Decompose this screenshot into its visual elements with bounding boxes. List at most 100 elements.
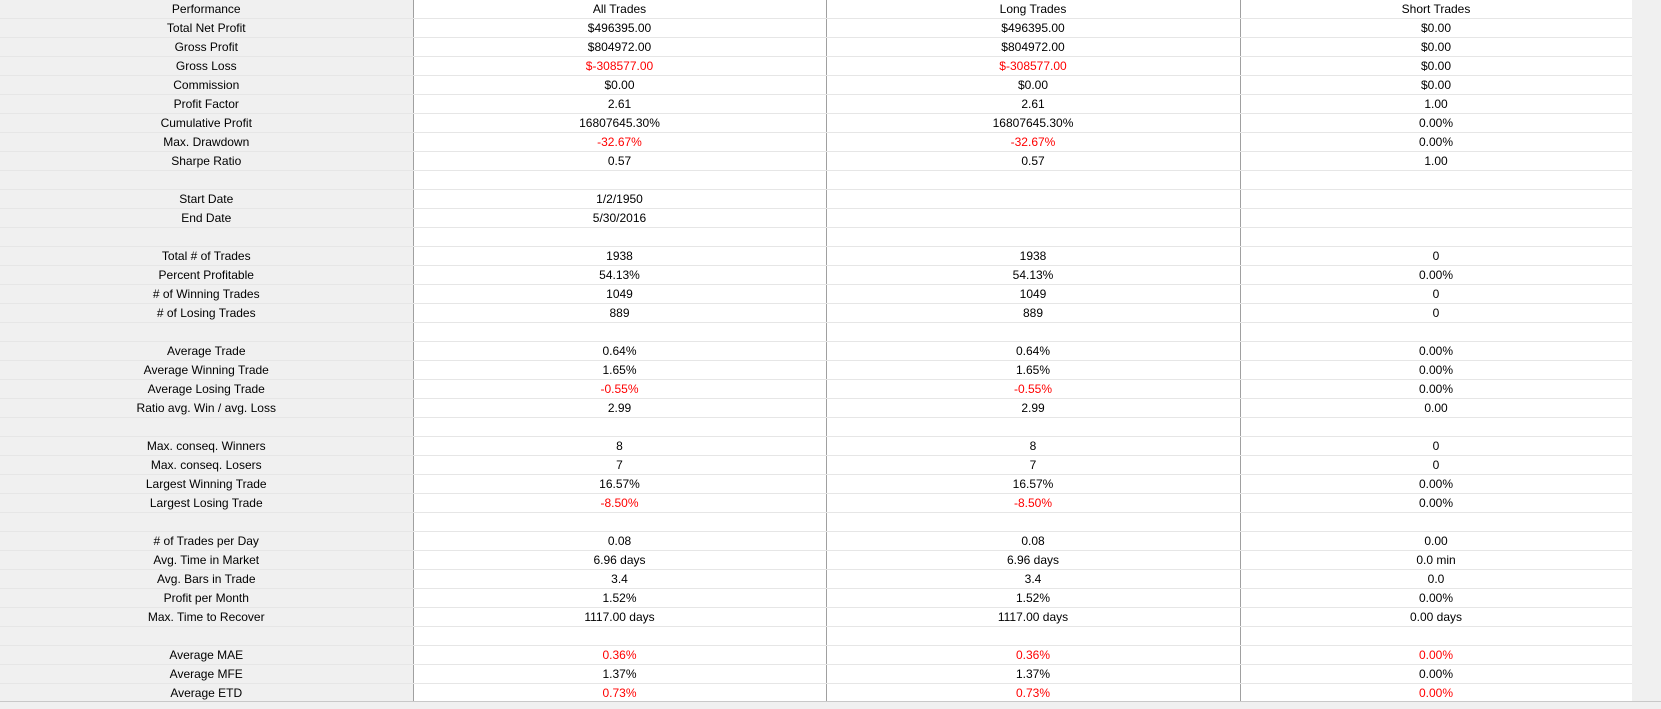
short-trades-value: 1.00 bbox=[1240, 151, 1633, 171]
metric-label: Total Net Profit bbox=[0, 18, 414, 38]
short-trades-value: 0 bbox=[1240, 436, 1633, 456]
all-trades-value: 1049 bbox=[413, 284, 827, 304]
performance-grid[interactable]: Performance All Trades Long Trades Short… bbox=[0, 0, 1633, 703]
table-row[interactable]: Average ETD 0.73% 0.73% 0.00% bbox=[0, 683, 1633, 703]
table-row[interactable]: Profit per Month 1.52% 1.52% 0.00% bbox=[0, 588, 1633, 608]
metric-label: Cumulative Profit bbox=[0, 113, 414, 133]
table-row[interactable]: Average MFE 1.37% 1.37% 0.00% bbox=[0, 664, 1633, 684]
all-trades-value: 1/2/1950 bbox=[413, 189, 827, 209]
short-trades-value: 0.00% bbox=[1240, 341, 1633, 361]
table-row[interactable]: Average Trade 0.64% 0.64% 0.00% bbox=[0, 341, 1633, 361]
separator-row[interactable] bbox=[0, 512, 1633, 532]
table-row[interactable]: # of Losing Trades 889 889 0 bbox=[0, 303, 1633, 323]
metric-label bbox=[0, 322, 414, 342]
table-row[interactable]: Average Losing Trade -0.55% -0.55% 0.00% bbox=[0, 379, 1633, 399]
column-header-performance[interactable]: Performance bbox=[0, 0, 414, 19]
all-trades-value: $804972.00 bbox=[413, 37, 827, 57]
table-row[interactable]: End Date 5/30/2016 bbox=[0, 208, 1633, 228]
table-row[interactable]: Start Date 1/2/1950 bbox=[0, 189, 1633, 209]
separator-row[interactable] bbox=[0, 417, 1633, 437]
table-row[interactable]: Gross Profit $804972.00 $804972.00 $0.00 bbox=[0, 37, 1633, 57]
table-row[interactable]: Percent Profitable 54.13% 54.13% 0.00% bbox=[0, 265, 1633, 285]
table-row[interactable]: Avg. Time in Market 6.96 days 6.96 days 0.0… bbox=[0, 550, 1633, 570]
all-trades-value bbox=[413, 417, 827, 437]
long-trades-value: 1.37% bbox=[826, 664, 1241, 684]
all-trades-value: 0.57 bbox=[413, 151, 827, 171]
short-trades-value bbox=[1240, 208, 1633, 228]
all-trades-value bbox=[413, 227, 827, 247]
long-trades-value: 7 bbox=[826, 455, 1241, 475]
separator-row[interactable] bbox=[0, 626, 1633, 646]
metric-label: Gross Loss bbox=[0, 56, 414, 76]
long-trades-value: $-308577.00 bbox=[826, 56, 1241, 76]
long-trades-value: 0.64% bbox=[826, 341, 1241, 361]
short-trades-value: $0.00 bbox=[1240, 18, 1633, 38]
short-trades-value: 0.00% bbox=[1240, 265, 1633, 285]
all-trades-value: 5/30/2016 bbox=[413, 208, 827, 228]
metric-label bbox=[0, 170, 414, 190]
short-trades-value bbox=[1240, 227, 1633, 247]
all-trades-value: 1938 bbox=[413, 246, 827, 266]
short-trades-value: 0 bbox=[1240, 246, 1633, 266]
metric-label: Average MFE bbox=[0, 664, 414, 684]
long-trades-value: 54.13% bbox=[826, 265, 1241, 285]
table-row[interactable]: Avg. Bars in Trade 3.4 3.4 0.0 bbox=[0, 569, 1633, 589]
metric-label: Average MAE bbox=[0, 645, 414, 665]
long-trades-value: -8.50% bbox=[826, 493, 1241, 513]
column-header-short-trades[interactable]: Short Trades bbox=[1240, 0, 1633, 19]
long-trades-value: 0.36% bbox=[826, 645, 1241, 665]
separator-row[interactable] bbox=[0, 170, 1633, 190]
long-trades-value: 889 bbox=[826, 303, 1241, 323]
table-row[interactable]: Average Winning Trade 1.65% 1.65% 0.00% bbox=[0, 360, 1633, 380]
table-row[interactable]: Commission $0.00 $0.00 $0.00 bbox=[0, 75, 1633, 95]
all-trades-value bbox=[413, 512, 827, 532]
long-trades-value: 2.61 bbox=[826, 94, 1241, 114]
separator-row[interactable] bbox=[0, 322, 1633, 342]
table-row[interactable]: Max. conseq. Winners 8 8 0 bbox=[0, 436, 1633, 456]
table-row[interactable]: Total # of Trades 1938 1938 0 bbox=[0, 246, 1633, 266]
long-trades-value bbox=[826, 512, 1241, 532]
metric-label: Max. conseq. Winners bbox=[0, 436, 414, 456]
table-row[interactable]: Profit Factor 2.61 2.61 1.00 bbox=[0, 94, 1633, 114]
table-row[interactable]: Average MAE 0.36% 0.36% 0.00% bbox=[0, 645, 1633, 665]
table-row[interactable]: Max. conseq. Losers 7 7 0 bbox=[0, 455, 1633, 475]
metric-label: Start Date bbox=[0, 189, 414, 209]
short-trades-value bbox=[1240, 417, 1633, 437]
metric-label: Max. Drawdown bbox=[0, 132, 414, 152]
short-trades-value: 0.00% bbox=[1240, 132, 1633, 152]
table-row[interactable]: Gross Loss $-308577.00 $-308577.00 $0.00 bbox=[0, 56, 1633, 76]
table-row[interactable]: Max. Time to Recover 1117.00 days 1117.00 … bbox=[0, 607, 1633, 627]
all-trades-value: 1.37% bbox=[413, 664, 827, 684]
table-row[interactable]: # of Winning Trades 1049 1049 0 bbox=[0, 284, 1633, 304]
metric-label: Average ETD bbox=[0, 683, 414, 703]
short-trades-value bbox=[1240, 626, 1633, 646]
metric-label: Ratio avg. Win / avg. Loss bbox=[0, 398, 414, 418]
separator-row[interactable] bbox=[0, 227, 1633, 247]
table-row[interactable]: Largest Losing Trade -8.50% -8.50% 0.00% bbox=[0, 493, 1633, 513]
all-trades-value: 0.64% bbox=[413, 341, 827, 361]
short-trades-value: 0.0 min bbox=[1240, 550, 1633, 570]
horizontal-scrollbar[interactable] bbox=[0, 701, 1661, 709]
all-trades-value: 3.4 bbox=[413, 569, 827, 589]
table-row[interactable]: # of Trades per Day 0.08 0.08 0.00 bbox=[0, 531, 1633, 551]
long-trades-value: 1.52% bbox=[826, 588, 1241, 608]
table-row[interactable]: Ratio avg. Win / avg. Loss 2.99 2.99 0.00 bbox=[0, 398, 1633, 418]
short-trades-value: 0 bbox=[1240, 455, 1633, 475]
short-trades-value: 0.00 days bbox=[1240, 607, 1633, 627]
column-header-all-trades[interactable]: All Trades bbox=[413, 0, 827, 19]
all-trades-value: 1.65% bbox=[413, 360, 827, 380]
table-row[interactable]: Largest Winning Trade 16.57% 16.57% 0.00% bbox=[0, 474, 1633, 494]
grid-empty-area bbox=[1632, 0, 1661, 708]
long-trades-value bbox=[826, 208, 1241, 228]
long-trades-value bbox=[826, 626, 1241, 646]
table-row[interactable]: Total Net Profit $496395.00 $496395.00 $0.0… bbox=[0, 18, 1633, 38]
header-row: Performance All Trades Long Trades Short… bbox=[0, 0, 1633, 19]
table-row[interactable]: Max. Drawdown -32.67% -32.67% 0.00% bbox=[0, 132, 1633, 152]
column-header-long-trades[interactable]: Long Trades bbox=[826, 0, 1241, 19]
all-trades-value: 889 bbox=[413, 303, 827, 323]
table-row[interactable]: Cumulative Profit 16807645.30% 16807645.30… bbox=[0, 113, 1633, 133]
table-row[interactable]: Sharpe Ratio 0.57 0.57 1.00 bbox=[0, 151, 1633, 171]
short-trades-value bbox=[1240, 322, 1633, 342]
all-trades-value: $496395.00 bbox=[413, 18, 827, 38]
